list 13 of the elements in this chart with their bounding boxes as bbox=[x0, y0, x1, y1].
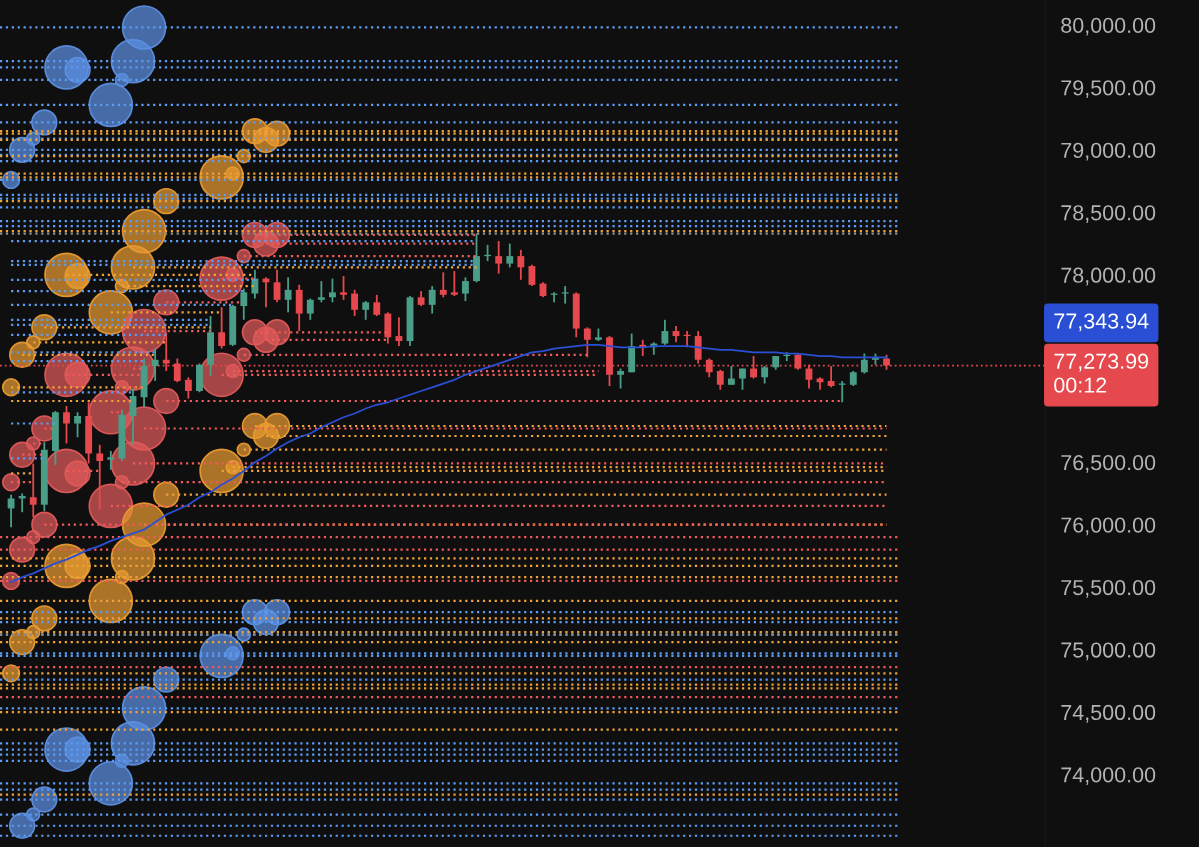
y-tick-label: 76,500.00 bbox=[1061, 455, 1156, 473]
y-tick-label: 75,500.00 bbox=[1061, 579, 1156, 598]
y-tick-label: 74,000.00 bbox=[1061, 767, 1156, 786]
y-tick-label: 74,500.00 bbox=[1061, 704, 1156, 723]
y-tick-label: 79,500.00 bbox=[1061, 80, 1156, 98]
y-tick-label: 76,000.00 bbox=[1061, 517, 1156, 536]
y-tick-label: 75,000.00 bbox=[1061, 642, 1156, 661]
ref-line-label: 77,273.99 00:12 bbox=[1054, 353, 1149, 393]
y-tick-label: 78,500.00 bbox=[1061, 205, 1156, 223]
y-tick-label: 78,000.00 bbox=[1061, 267, 1156, 286]
text: 77,343.94 bbox=[1054, 313, 1149, 332]
y-tick-label: 80,000.00 bbox=[1061, 17, 1156, 36]
y-tick-label: 79,000.00 bbox=[1061, 142, 1156, 161]
